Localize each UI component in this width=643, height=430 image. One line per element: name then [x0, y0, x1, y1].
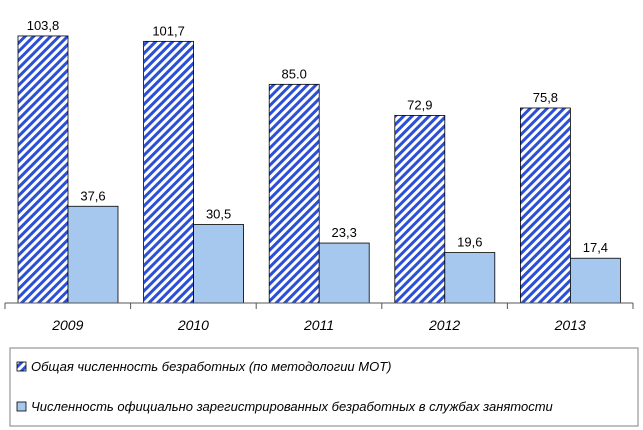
- x-tick-label-2011: 2011: [303, 317, 334, 333]
- bar-s2-2011: [318, 242, 370, 304]
- data-label-s1-2010: 101,7: [152, 23, 185, 38]
- legend-swatch-s2: [16, 401, 27, 412]
- bar-s2-2009: [67, 205, 119, 304]
- data-label-s2-2010: 30,5: [206, 207, 231, 222]
- data-label-s1-2012: 72,9: [407, 97, 432, 112]
- data-label-s1-2011: 85.0: [282, 66, 307, 81]
- x-axis: 2009 2010 2011 2012 2013: [4, 302, 634, 333]
- x-tick-label-2009: 2009: [51, 317, 83, 333]
- legend-box: [9, 347, 639, 427]
- legend-swatch-s1: [16, 361, 27, 372]
- bars-layer: [17, 35, 621, 304]
- data-label-s2-2011: 23,3: [332, 225, 357, 240]
- bar-s1-2009: [17, 35, 69, 304]
- value-labels: 103,8 37,6 101,7 30,5 85.0 23,3 72,9 19,6 75,8 17…: [27, 18, 608, 255]
- bar-s1-2010: [143, 40, 195, 304]
- x-tick-label-2010: 2010: [177, 317, 209, 333]
- data-label-s2-2013: 17,4: [583, 240, 608, 255]
- legend-label-s1: Общая численность безработных (по методо…: [31, 359, 391, 374]
- bar-s1-2012: [394, 115, 446, 304]
- legend: Общая численность безработных (по методо…: [9, 347, 639, 427]
- legend-label-s2: Численность официально зарегистрированны…: [31, 399, 553, 414]
- data-label-s2-2009: 37,6: [80, 188, 105, 203]
- bar-s2-2012: [444, 252, 496, 304]
- bar-s1-2011: [268, 83, 320, 304]
- data-label-s2-2012: 19,6: [457, 235, 482, 250]
- data-label-s1-2009: 103,8: [27, 18, 60, 33]
- bar-s1-2013: [520, 107, 571, 304]
- bar-s2-2013: [570, 257, 621, 304]
- x-tick-label-2012: 2012: [428, 317, 460, 333]
- data-label-s1-2013: 75,8: [533, 90, 558, 105]
- bar-s2-2010: [193, 224, 245, 304]
- x-tick-label-2013: 2013: [554, 317, 586, 333]
